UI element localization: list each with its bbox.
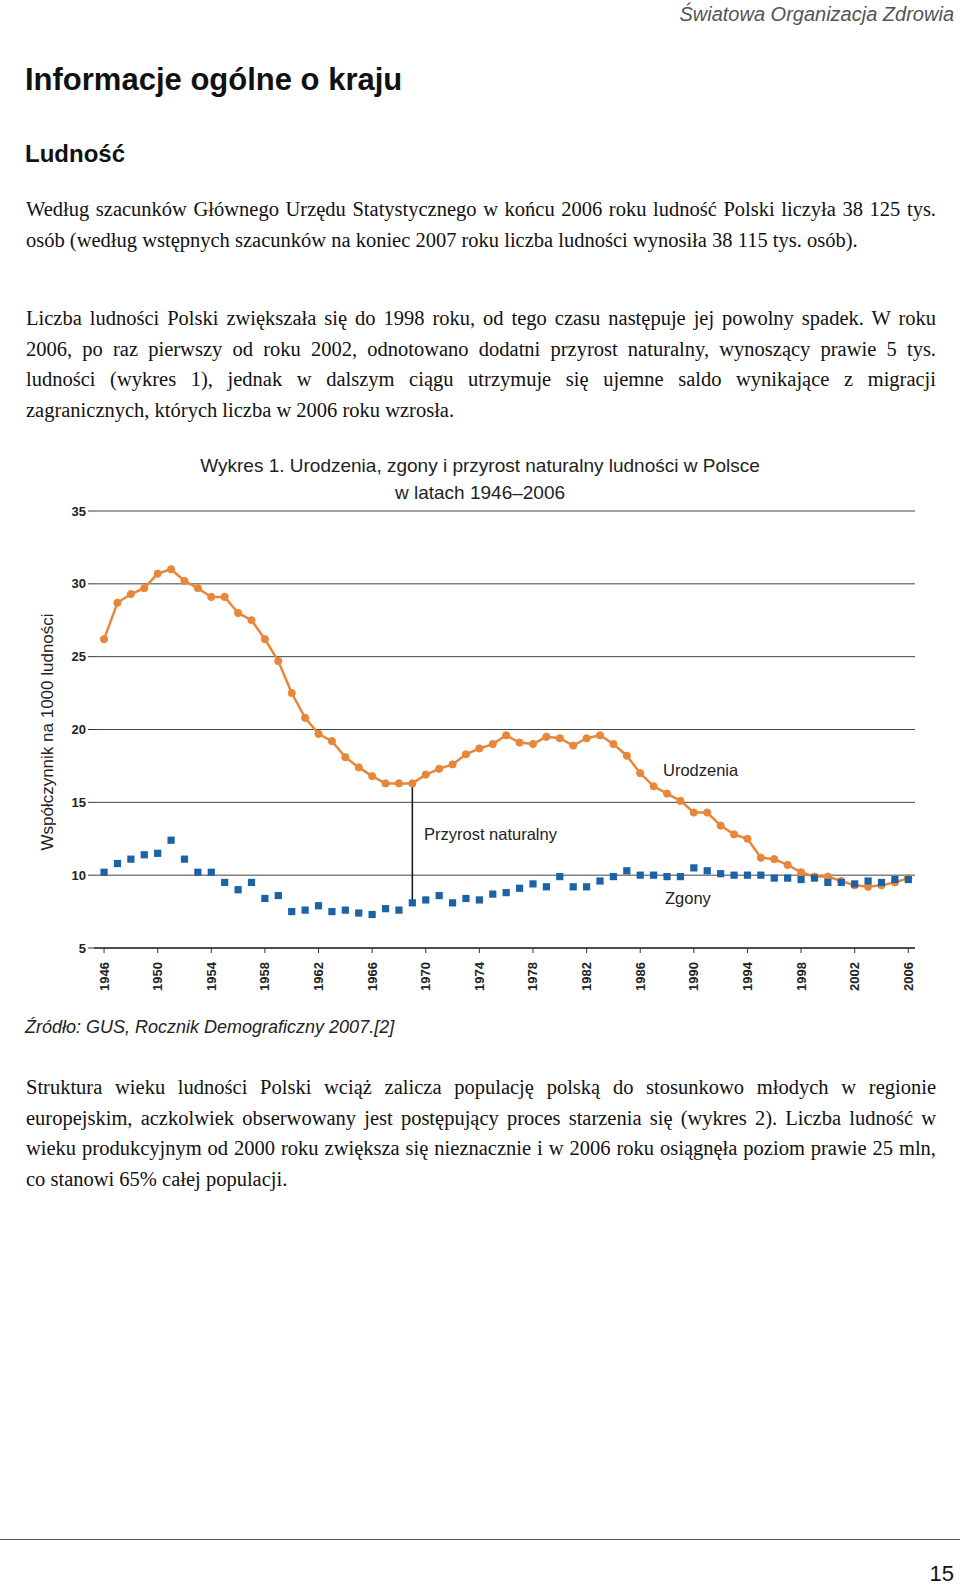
svg-text:1974: 1974	[472, 961, 487, 991]
svg-text:20: 20	[72, 722, 86, 737]
svg-text:2002: 2002	[847, 962, 862, 991]
html-text:Światowa Organizacja Zdrowia: Światowa Organizacja Zdrowia	[679, 3, 954, 25]
svg-text:1998: 1998	[794, 962, 809, 991]
svg-text:10: 10	[72, 868, 86, 883]
svg-text:1954: 1954	[204, 961, 219, 991]
html-text:Źródło: GUS, Rocznik Demografi: Źródło: GUS, Rocznik Demograficzny 2007.…	[25, 1017, 395, 1037]
svg-text:2006: 2006	[901, 962, 916, 991]
svg-text:1950: 1950	[150, 962, 165, 991]
html-text:Ludność: Ludność	[25, 140, 125, 167]
svg-text:1958: 1958	[257, 962, 272, 991]
svg-text:1966: 1966	[365, 962, 380, 991]
svg-text:5: 5	[79, 941, 86, 956]
svg-text:1990: 1990	[686, 962, 701, 991]
svg-text:1986: 1986	[633, 962, 648, 991]
html-text:15: 15	[929, 1561, 954, 1586]
svg-text:1970: 1970	[418, 962, 433, 991]
svg-text:35: 35	[72, 504, 86, 519]
html-text:Urodzenia: Urodzenia	[663, 761, 739, 779]
html-text:Liczba ludności Polski zwiększ: Liczba ludności Polski zwiększała się do…	[26, 307, 936, 421]
html-text:Wykres 1. Urodzenia, zgony i p: Wykres 1. Urodzenia, zgony i przyrost na…	[200, 455, 760, 503]
html-text:Informacje ogólne o kraju: Informacje ogólne o kraju	[25, 62, 403, 97]
html-text:Według szacunków Głównego Urzę: Według szacunków Głównego Urzędu Statyst…	[26, 198, 936, 251]
html-text:Struktura wieku ludności Polsk: Struktura wieku ludności Polski wciąż za…	[26, 1076, 936, 1190]
svg-text:1982: 1982	[579, 962, 594, 991]
svg-text:1946: 1946	[97, 962, 112, 991]
svg-text:25: 25	[72, 649, 86, 664]
svg-text:1962: 1962	[311, 962, 326, 991]
svg-text:1978: 1978	[525, 962, 540, 991]
svg-text:15: 15	[72, 795, 86, 810]
svg-text:1994: 1994	[740, 961, 755, 991]
html-text:Przyrost naturalny: Przyrost naturalny	[424, 825, 557, 843]
svg-text:30: 30	[72, 576, 86, 591]
html-text:Współczynnik na 1000 ludności: Współczynnik na 1000 ludności	[38, 613, 57, 851]
html-text:Zgony: Zgony	[665, 889, 711, 907]
